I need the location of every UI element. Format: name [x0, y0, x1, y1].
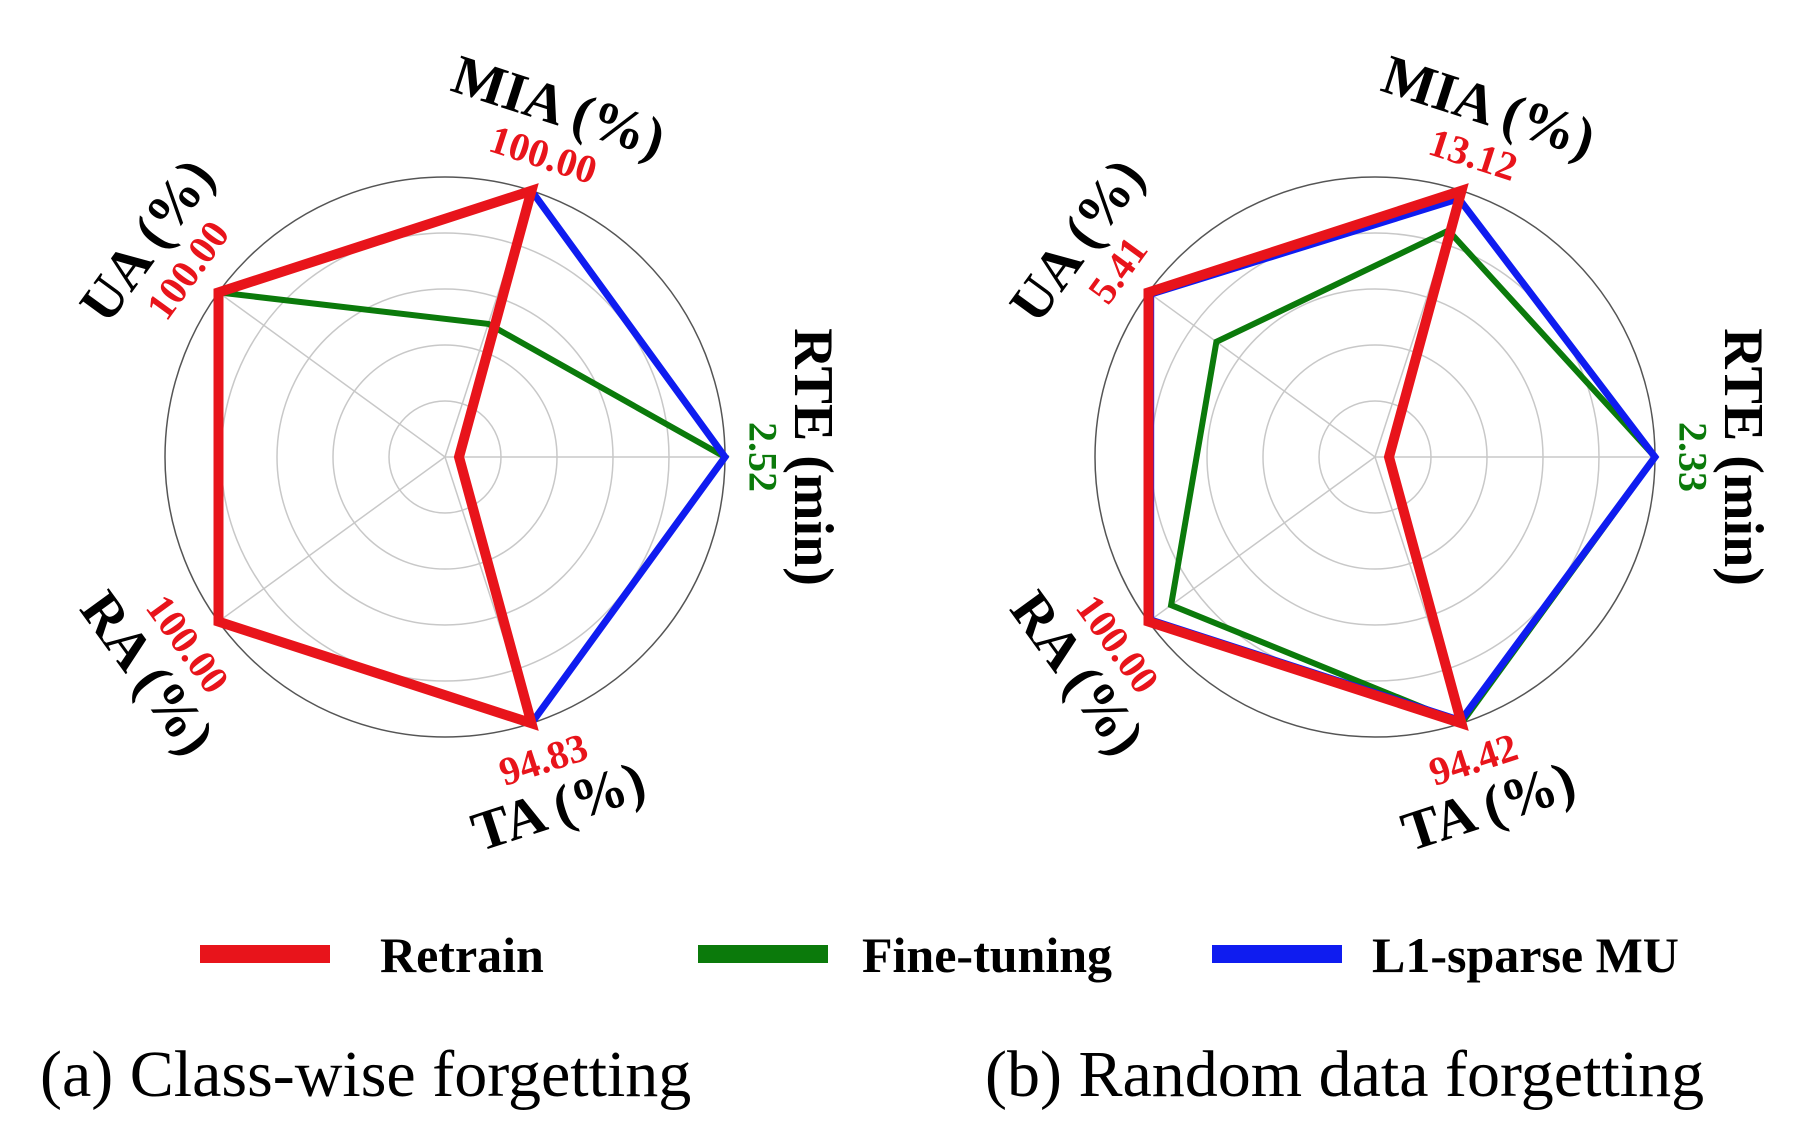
legend-swatch [200, 945, 330, 963]
legend-item-l1-sparse: L1-sparse MU [1212, 927, 1679, 983]
legend-label: Retrain [380, 927, 544, 983]
legend-swatch [1212, 945, 1342, 963]
axis-label: RTE (min) [1712, 328, 1774, 586]
spoke [1148, 456, 1376, 623]
axis-max-label: 2.52 [741, 422, 786, 492]
caption-b: (b) Random data forgetting [985, 1038, 1704, 1111]
legend-label: Fine-tuning [862, 927, 1112, 983]
spoke [218, 291, 446, 458]
spoke [218, 456, 446, 623]
axis-label: RTE (min) [782, 328, 844, 586]
legend-swatch [698, 945, 828, 963]
legend-item-fine-tuning: Fine-tuning [698, 927, 1112, 983]
series-retrain [1143, 183, 1469, 731]
legend: Retrain Fine-tuning L1-sparse MU [200, 927, 1679, 983]
grid [164, 176, 726, 738]
axis-max-label: 2.33 [1671, 422, 1716, 492]
grid [1094, 176, 1656, 738]
series-retrain [213, 183, 539, 731]
legend-item-retrain: Retrain [200, 927, 544, 983]
spoke [1148, 291, 1376, 458]
caption-a: (a) Class-wise forgetting [40, 1038, 691, 1111]
legend-label: L1-sparse MU [1372, 927, 1679, 983]
